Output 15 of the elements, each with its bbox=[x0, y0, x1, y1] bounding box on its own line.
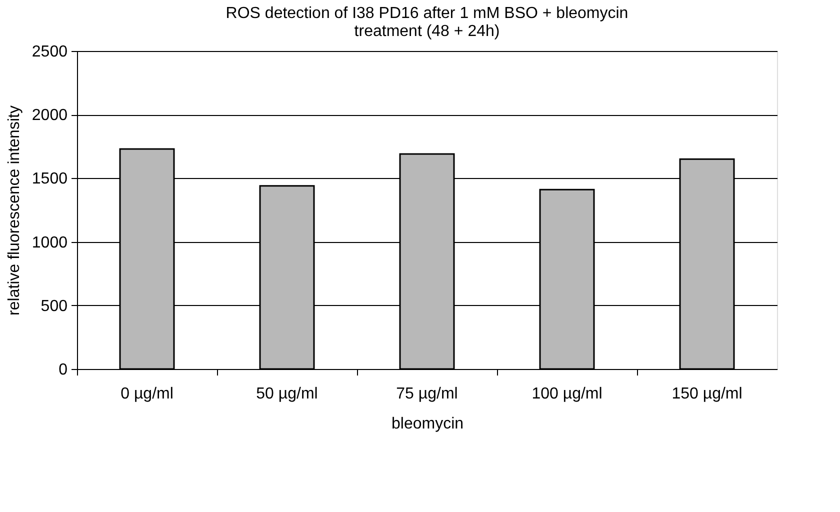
text: ROS detection of I38 PD16 after 1 mM BSO + bleomycin bbox=[226, 5, 628, 22]
y-tick-label: 1000 bbox=[32, 234, 68, 252]
y-tick-label: 1500 bbox=[32, 170, 68, 188]
y-tick-label: 2000 bbox=[32, 107, 68, 124]
y-tick-label: 0 bbox=[58, 362, 68, 378]
x-tick-label: 100 µg/ml bbox=[532, 386, 602, 402]
text: treatment (48 + 24h) bbox=[354, 23, 500, 40]
x-tick-label: 50 µg/ml bbox=[256, 386, 318, 402]
y-tick-label: 500 bbox=[40, 298, 68, 315]
x-tick-label: 150 µg/ml bbox=[672, 386, 742, 402]
y-tick-label: 2500 bbox=[32, 44, 68, 60]
x-tick-label: 0 µg/ml bbox=[120, 386, 174, 402]
x-axis-title: bleomycin bbox=[391, 416, 464, 432]
x-tick-label: 75 µg/ml bbox=[396, 386, 458, 402]
y-axis-title: relative fluorescence intensity bbox=[6, 106, 23, 316]
